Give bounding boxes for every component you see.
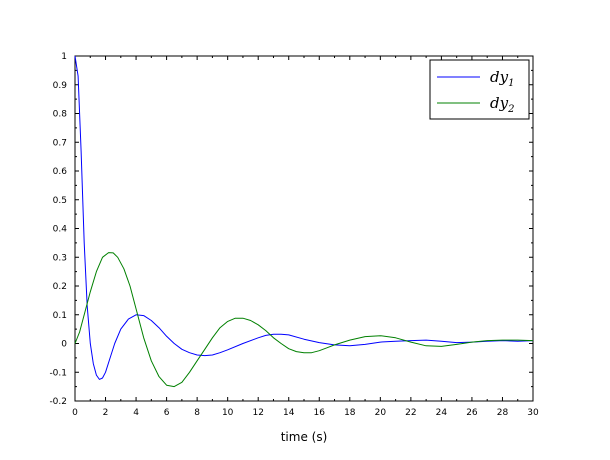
y-tick-label: 0.7 — [53, 138, 67, 148]
y-axis: -0.2 -0.1 0 0.1 0.2 0.3 0.4 0.5 0.6 0.7 0.8 0.9 1 — [49, 52, 533, 407]
y-tick-label: 0.5 — [53, 196, 67, 206]
x-tick-label: 26 — [466, 408, 478, 418]
x-tick-label: 20 — [375, 408, 387, 418]
x-tick-label: 4 — [133, 408, 139, 418]
legend-label-dy2: dy2 — [490, 94, 514, 115]
y-tick-label: 0.1 — [53, 311, 67, 321]
legend-label-dy1: dy1 — [490, 68, 514, 89]
legend-box — [429, 59, 530, 120]
y-tick-label: 0.2 — [53, 282, 67, 292]
y-tick-label: 0 — [61, 340, 67, 350]
y-tick-label: 0.8 — [53, 110, 68, 120]
x-axis-label: time (s) — [281, 430, 328, 444]
x-tick-label: 28 — [497, 408, 509, 418]
series-line-dy1 — [74, 55, 534, 380]
x-tick-label: 30 — [527, 408, 539, 418]
x-tick-label: 18 — [344, 408, 356, 418]
x-axis: 0 2 4 6 8 10 12 14 16 18 20 22 24 26 28 30 — [72, 56, 539, 418]
x-tick-label: 24 — [436, 408, 448, 418]
x-tick-label: 12 — [252, 408, 263, 418]
x-tick-label: 16 — [314, 408, 326, 418]
x-tick-label: 14 — [283, 408, 295, 418]
y-tick-label: 0.6 — [53, 167, 68, 177]
y-tick-label: -0.1 — [49, 368, 67, 378]
y-tick-label: 0.3 — [53, 253, 67, 263]
y-tick-label: 0.9 — [53, 81, 68, 91]
x-tick-label: 10 — [222, 408, 234, 418]
x-tick-label: 22 — [405, 408, 416, 418]
x-tick-label: 0 — [72, 408, 78, 418]
series-layer — [74, 55, 534, 388]
x-tick-label: 6 — [164, 408, 170, 418]
y-tick-label: 0.4 — [53, 225, 68, 235]
series-line-dy2 — [74, 252, 534, 388]
x-tick-label: 2 — [103, 408, 109, 418]
y-tick-label: -0.2 — [49, 397, 67, 407]
y-tick-label: 1 — [61, 52, 67, 62]
x-tick-label: 8 — [194, 408, 200, 418]
legend: dy1 dy2 — [429, 59, 530, 120]
